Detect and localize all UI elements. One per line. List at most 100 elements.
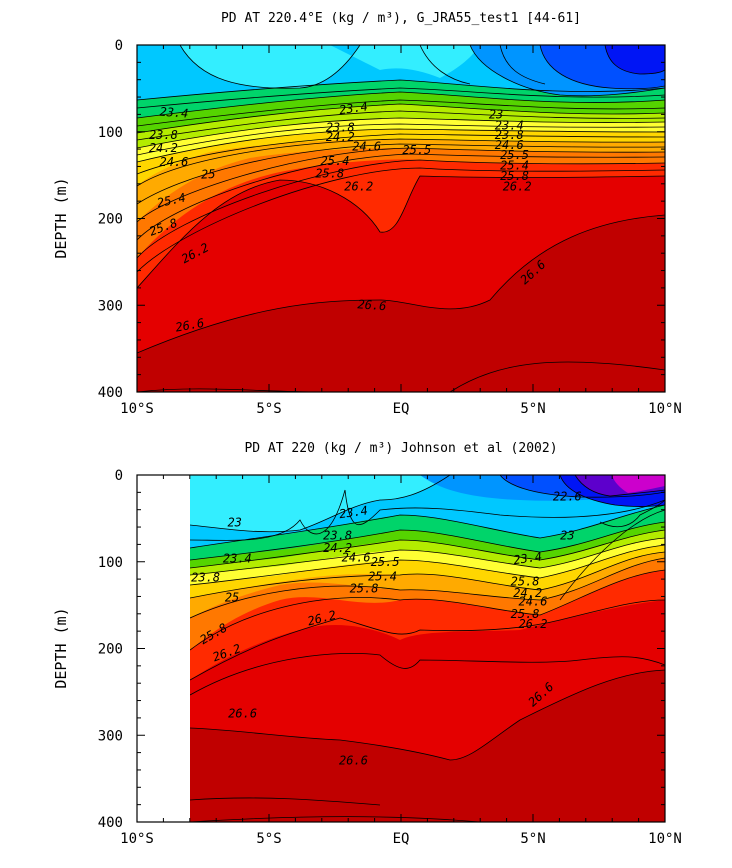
top-contour-label-text: 24.2 xyxy=(149,141,178,155)
top-contour-label-text: 25.8 xyxy=(315,166,344,180)
bottom-contour-label: 25.8 xyxy=(350,582,379,596)
bottom-contour-label: 22.6 xyxy=(553,490,582,504)
bottom-contour-label: 25.8 xyxy=(511,575,540,589)
top-contour-label: 24.2 xyxy=(149,141,178,155)
bottom-contour-label: 23.4 xyxy=(512,549,543,567)
bottom-band-surface-light xyxy=(190,475,450,532)
top-contour-label-text: 23 xyxy=(489,107,503,121)
bottom-y-tick-label: 0 xyxy=(115,468,123,484)
top-contour-label-text: 24.6 xyxy=(352,139,381,153)
top-contour-label: 23.8 xyxy=(326,120,355,134)
top-x-tick-label: 10°S xyxy=(120,401,154,417)
bottom-chart-title: PD AT 220 (kg / m³) Johnson et al (2002) xyxy=(244,441,557,456)
top-contour-label-text: 24.6 xyxy=(160,155,189,169)
panel-model: PD AT 220.4°E (kg / m³), G_JRA55_test1 [… xyxy=(52,11,682,417)
top-x-tick-label: 10°N xyxy=(648,401,682,417)
bottom-contour-label-text: 26.2 xyxy=(519,617,548,631)
top-contour-label-text: 23.4 xyxy=(338,99,369,117)
top-contour-label: 24.6 xyxy=(352,139,381,153)
bottom-contour-label-text: 23.4 xyxy=(223,551,252,565)
top-contour-label-text: 25.4 xyxy=(500,159,529,173)
bottom-axes: 10°S 5°S EQ 5°N 10°N 0 100 200 300 400 xyxy=(98,468,682,847)
bottom-contour-label-text: 25.8 xyxy=(511,607,540,621)
top-y-axis-label: DEPTH (m) xyxy=(52,177,70,258)
bottom-contour-label-text: 25 xyxy=(225,590,239,604)
bottom-contour-label: 26.6 xyxy=(228,707,257,721)
bottom-contour-label: 25 xyxy=(225,590,239,604)
bottom-y-tick-label: 200 xyxy=(98,642,123,658)
top-contour-label-text: 23.8 xyxy=(149,128,178,142)
top-band-surface-deepest xyxy=(605,45,665,74)
bottom-contour-label-text: 24.2 xyxy=(323,541,352,555)
bottom-band-surface-magenta xyxy=(612,475,665,493)
bottom-contour-label-text: 23.4 xyxy=(512,549,543,567)
bottom-contour-label-text: 25.8 xyxy=(511,575,540,589)
top-x-tick-label: EQ xyxy=(393,401,410,417)
top-y-tick-label: 0 xyxy=(115,38,123,54)
top-contour-label: 25.5 xyxy=(500,148,529,162)
top-contour-label: 23.4 xyxy=(495,119,524,133)
bottom-contour-label: 24.2 xyxy=(323,541,352,555)
top-contour-label-text: 25.5 xyxy=(402,143,431,157)
top-y-tick-label: 100 xyxy=(98,125,123,141)
bottom-contour-label: 26.2 xyxy=(306,608,337,629)
top-contour-label: 25.4 xyxy=(500,159,529,173)
top-y-tick-label: 300 xyxy=(98,298,123,314)
top-contour-label: 26.2 xyxy=(344,179,373,193)
bottom-x-tick-label: 5°S xyxy=(256,831,281,847)
top-contour-label: 24.2 xyxy=(326,130,355,144)
bottom-contour-label: 23.4 xyxy=(223,551,252,565)
bottom-contour-label: 23 xyxy=(560,529,574,543)
top-contour-label: 23.4 xyxy=(338,99,369,117)
bottom-contour-label-text: 24.2 xyxy=(513,586,542,600)
top-contour-label-text: 24.2 xyxy=(326,130,355,144)
bottom-contour-label-text: 23 xyxy=(227,516,241,530)
top-contour-label-text: 26.2 xyxy=(503,179,532,193)
top-contour-label: 25.4 xyxy=(156,190,187,210)
top-contour-label: 25.8 xyxy=(315,166,344,180)
bottom-contour-label: 23.4 xyxy=(338,503,369,521)
top-contour-label-text: 26.2 xyxy=(344,179,373,193)
bottom-contour-label-text: 24.6 xyxy=(519,595,548,609)
bottom-contour-label-text: 26.6 xyxy=(339,753,368,767)
top-contour-label: 23.8 xyxy=(149,128,178,142)
top-contour-label-text: 23.4 xyxy=(495,119,524,133)
bottom-contour-label: 25.8 xyxy=(511,607,540,621)
bottom-contour-label: 25.4 xyxy=(368,569,397,583)
bottom-contour-label-text: 23 xyxy=(560,529,574,543)
top-contour-label: 24.6 xyxy=(160,155,189,169)
top-contour-label: 25.4 xyxy=(321,154,350,168)
bottom-contour-label-text: 23.8 xyxy=(191,570,220,584)
bottom-missing-data-area xyxy=(137,475,190,822)
top-y-tick-label: 200 xyxy=(98,212,123,228)
top-contour-label-text: 25 xyxy=(201,167,216,182)
bottom-contour-label: 24.6 xyxy=(342,550,371,564)
bottom-contour-label-text: 23.8 xyxy=(323,529,352,543)
top-x-tick-label: 5°N xyxy=(520,401,545,417)
top-y-tick-label: 400 xyxy=(98,385,123,401)
bottom-contour-label: 23.8 xyxy=(323,529,352,543)
top-chart-title: PD AT 220.4°E (kg / m³), G_JRA55_test1 [… xyxy=(221,11,581,26)
bottom-x-tick-label: EQ xyxy=(393,831,410,847)
bottom-x-tick-label: 10°N xyxy=(648,831,682,847)
bottom-contour-label-text: 26.2 xyxy=(306,608,337,629)
top-contour-label-text: 25.8 xyxy=(500,169,529,183)
bottom-y-tick-label: 100 xyxy=(98,555,123,571)
top-contour-label: 26.6 xyxy=(357,297,387,313)
bottom-contour-label-text: 25.5 xyxy=(371,555,400,569)
top-contour-labels: 23.4 23.4 2323.824.224.62525.425.826.226.6… xyxy=(147,99,548,334)
bottom-contour-label-text: 24.6 xyxy=(342,550,371,564)
top-contour-label: 23.8 xyxy=(495,128,524,142)
bottom-contour-label: 24.6 xyxy=(519,595,548,609)
top-density-field xyxy=(137,45,665,392)
top-contour-label: 23 xyxy=(489,107,503,121)
bottom-contour-label: 23 xyxy=(227,516,241,530)
bottom-y-tick-label: 400 xyxy=(98,815,123,831)
top-contour-label: 26.2 xyxy=(503,179,532,193)
bottom-contour-label-text: 25.4 xyxy=(368,569,397,583)
top-axes: 10°S 5°S EQ 5°N 10°N 0 100 200 300 400 xyxy=(98,38,682,417)
bottom-contour-label: 24.2 xyxy=(513,586,542,600)
top-contour-label-text: 23.8 xyxy=(495,128,524,142)
top-contour-label-text: 25.4 xyxy=(156,190,187,210)
top-x-tick-label: 5°S xyxy=(256,401,281,417)
